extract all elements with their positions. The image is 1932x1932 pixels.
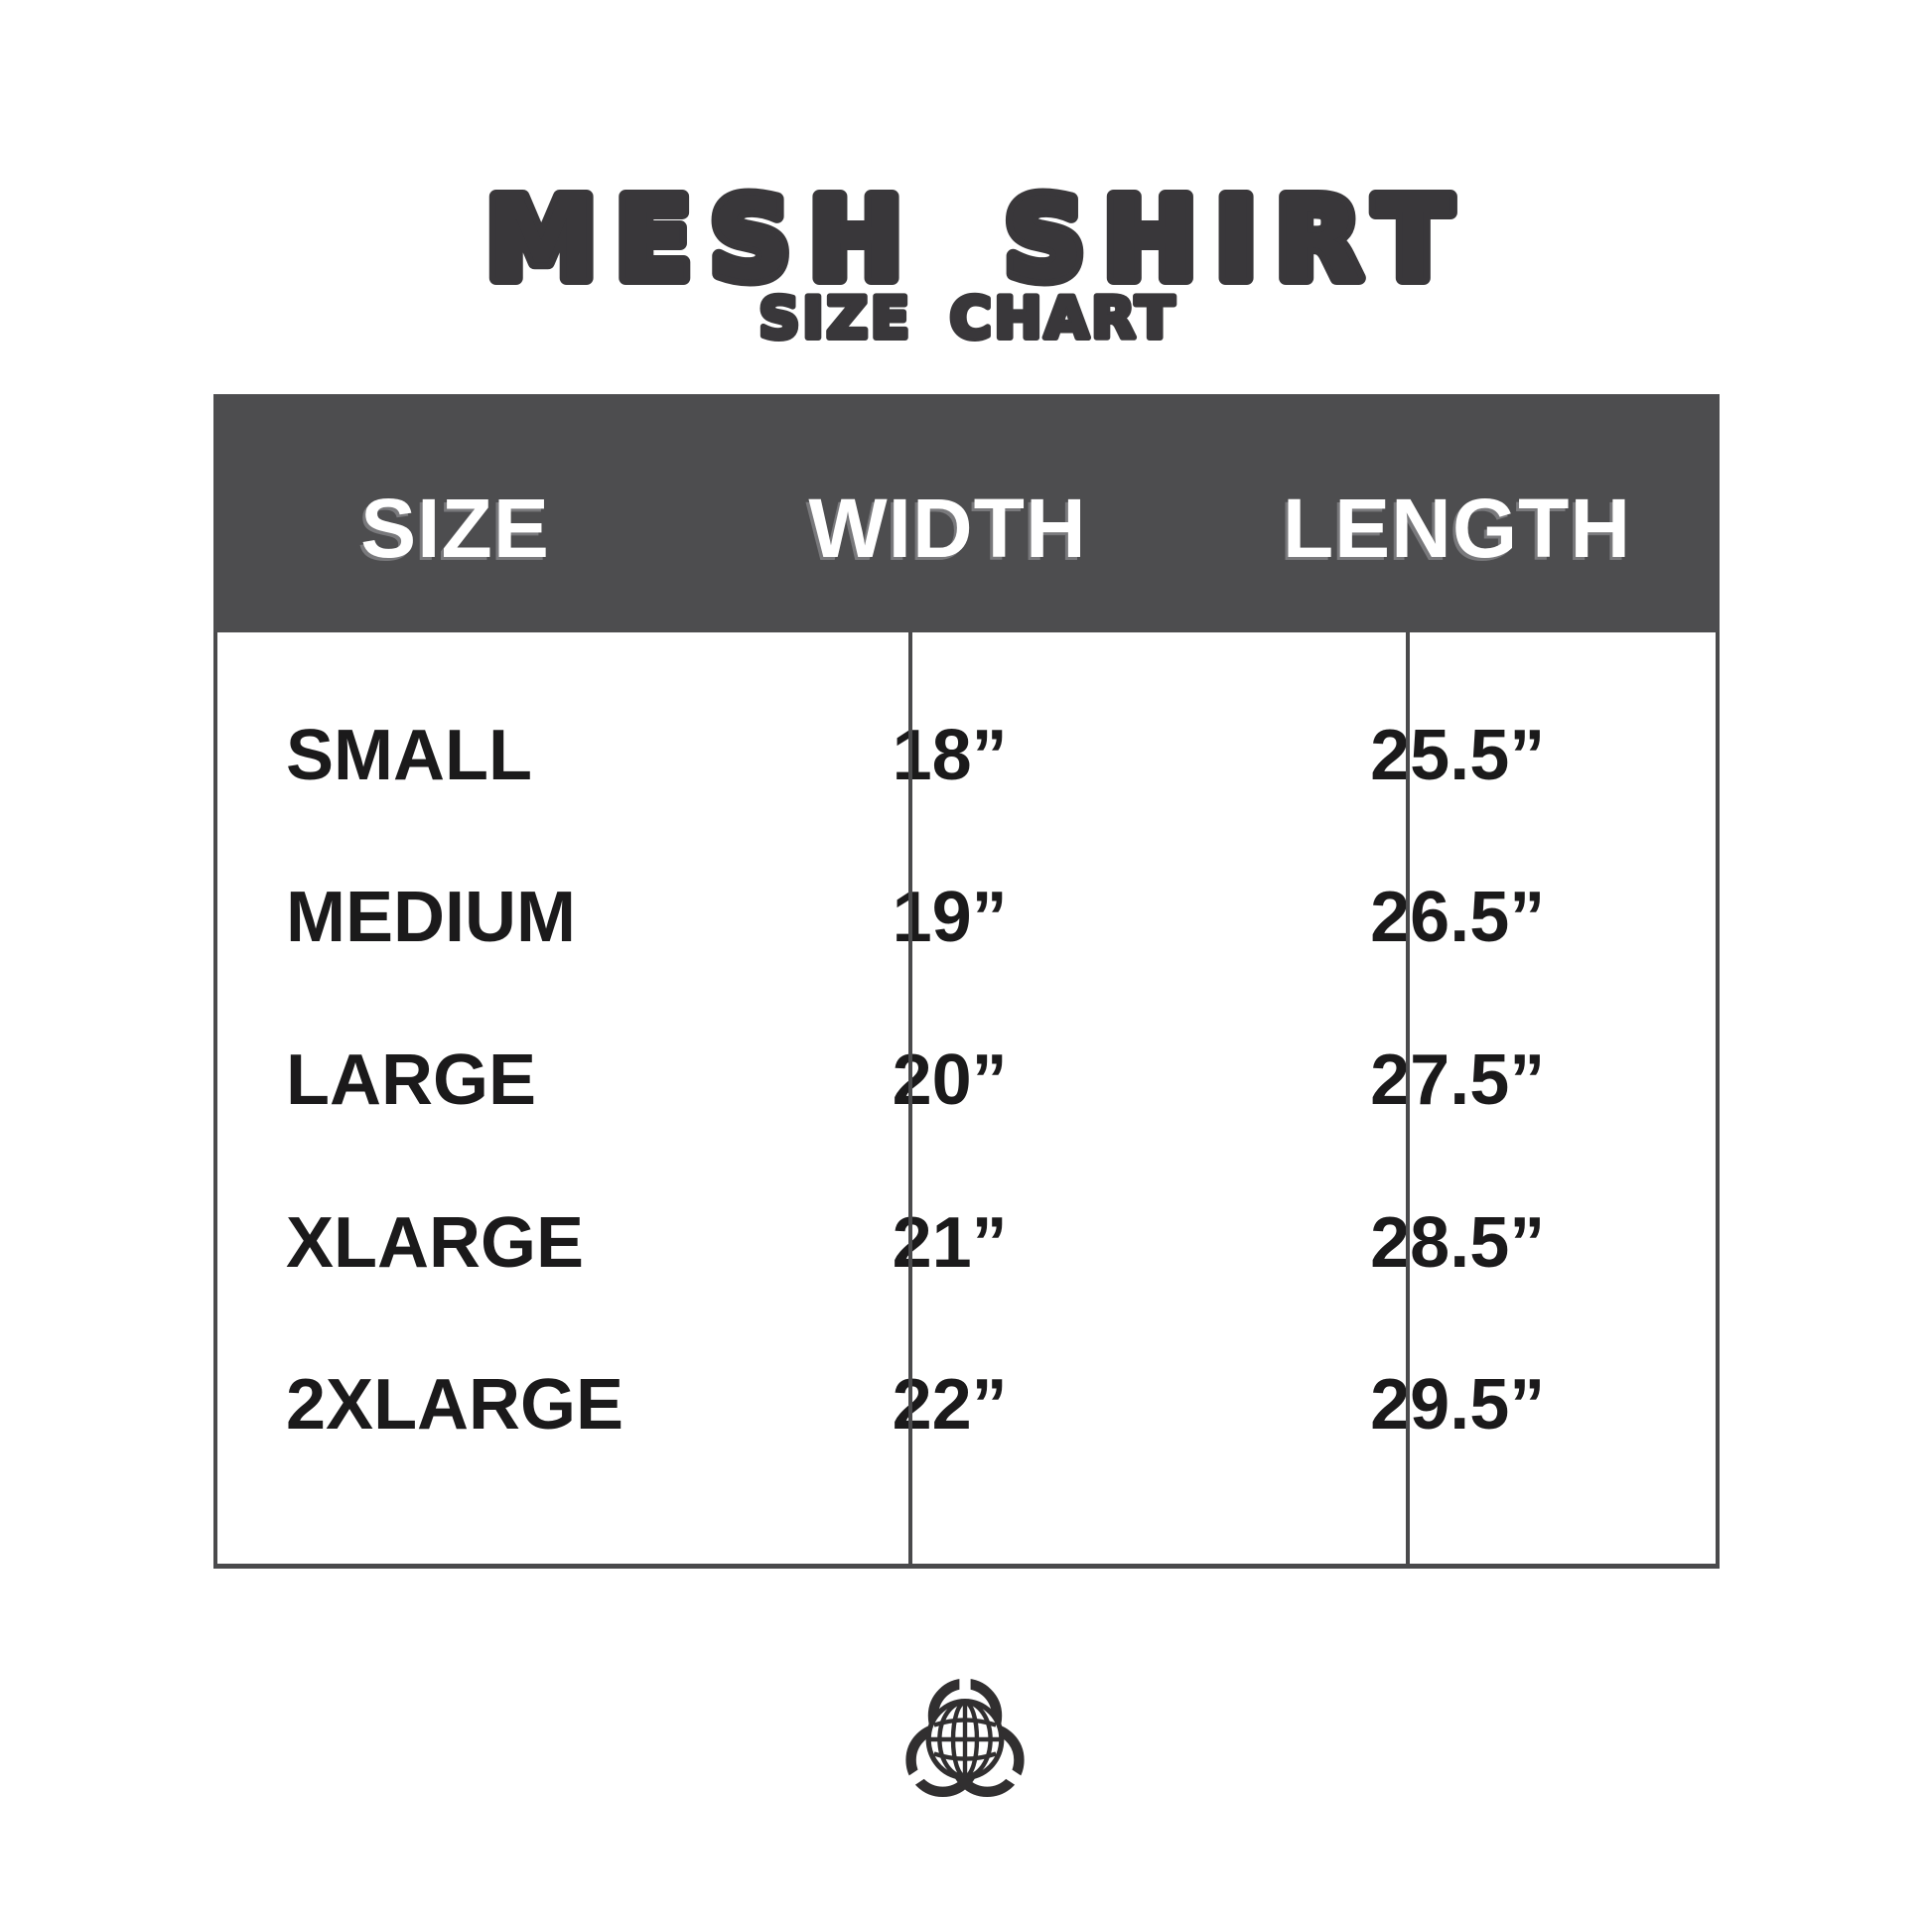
table-row: SMALL 18” 25.5” (217, 674, 1716, 837)
table-body: SMALL 18” 25.5” MEDIUM 19” 26.5” LARGE 2… (213, 632, 1720, 1569)
page-title: MESH SHIRT (485, 176, 1469, 305)
table-row: 2XLARGE 22” 29.5” (217, 1323, 1716, 1486)
width-value: 18” (892, 715, 1008, 795)
size-chart-table: SIZE WIDTH LENGTH SMALL 18” 25.5” MEDIUM… (213, 394, 1720, 1569)
table-row: XLARGE 21” 28.5” (217, 1162, 1716, 1324)
length-value: 27.5” (1370, 1039, 1546, 1120)
column-header-size: SIZE (360, 481, 550, 575)
length-value: 28.5” (1370, 1202, 1546, 1283)
table-header-row: SIZE WIDTH LENGTH (213, 394, 1720, 632)
width-value: 20” (892, 1039, 1008, 1120)
size-label: XLARGE (286, 1202, 585, 1283)
title-block: MESH SHIRT SIZE CHART (479, 169, 1469, 354)
length-value: 29.5” (1370, 1365, 1546, 1446)
width-value: 21” (892, 1202, 1008, 1283)
column-separator (908, 632, 912, 1569)
width-value: 22” (892, 1365, 1008, 1446)
column-separator (1406, 632, 1410, 1569)
length-value: 26.5” (1370, 878, 1546, 958)
page-subtitle: SIZE CHART (759, 286, 1176, 351)
column-header-width: WIDTH (808, 481, 1087, 575)
table-row: LARGE 20” 27.5” (217, 999, 1716, 1162)
size-label: MEDIUM (286, 878, 576, 958)
size-label: SMALL (286, 715, 532, 795)
table-row: MEDIUM 19” 26.5” (217, 837, 1716, 1000)
size-label: 2XLARGE (286, 1365, 624, 1446)
size-label: LARGE (286, 1039, 536, 1120)
column-header-length: LENGTH (1282, 481, 1632, 575)
length-value: 25.5” (1370, 715, 1546, 795)
biohazard-globe-icon (901, 1660, 1029, 1797)
width-value: 19” (892, 878, 1008, 958)
